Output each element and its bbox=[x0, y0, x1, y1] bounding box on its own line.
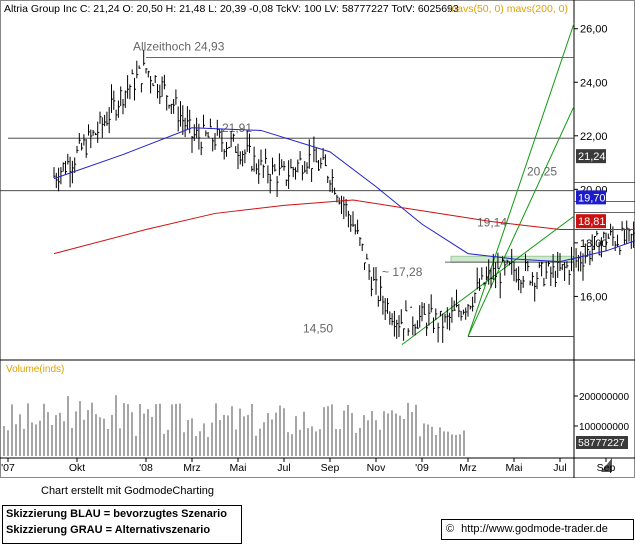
badge-box bbox=[576, 149, 606, 164]
badge-box bbox=[576, 214, 606, 229]
x-tick-label: Mai bbox=[230, 462, 247, 474]
ma-legend: mavs(50, 0) mavs(200, 0) bbox=[448, 3, 568, 15]
x-tick-label: '07 bbox=[1, 462, 15, 474]
chart-header: Altria Group Inc C: 21,24 O: 20,50 H: 21… bbox=[4, 3, 459, 15]
legend-blue: Skizzierung BLAU = bevorzugtes Szenario bbox=[6, 508, 227, 520]
price-badge: 18,81 bbox=[576, 214, 606, 229]
trend-lines bbox=[401, 23, 575, 346]
scenario-legend: Skizzierung BLAU = bevorzugtes Szenario … bbox=[2, 505, 242, 544]
ma50-line bbox=[53, 127, 635, 263]
y-tick-label: 26,00 bbox=[580, 24, 608, 36]
trendline-flat bbox=[401, 215, 575, 346]
chart-frame bbox=[0, 0, 635, 478]
level-label: ~ 17,28 bbox=[382, 265, 423, 279]
copyright-icon: © bbox=[446, 523, 455, 535]
x-tick-label: '08 bbox=[139, 462, 153, 474]
resize-grip-icon bbox=[601, 458, 612, 472]
vol-badge-box bbox=[576, 436, 628, 449]
y-tick-label: 18,00 bbox=[580, 238, 608, 250]
chart-credit: Chart erstellt mit GodmodeCharting bbox=[41, 485, 215, 497]
volume-badge: 58777227 bbox=[576, 436, 628, 449]
x-tick-label: Jul bbox=[277, 462, 290, 474]
x-tick-label: '09 bbox=[415, 462, 429, 474]
vol-tick-label: 100000000 bbox=[579, 422, 629, 433]
horizontal-levels: Allzeithoch 24,93 21,91 20,25 19,14 ~ 17,28 1… bbox=[8, 39, 635, 337]
x-tick-label: Sep bbox=[321, 462, 340, 474]
ma200-line bbox=[53, 199, 635, 255]
badge-label: 18,81 bbox=[578, 216, 606, 228]
legend-gray: Skizzierung GRAU = Alternativszenario bbox=[6, 524, 211, 536]
y-tick-label: 22,00 bbox=[580, 131, 608, 143]
trendline-mid bbox=[467, 106, 575, 337]
x-tick-label: Nov bbox=[367, 462, 386, 474]
x-tick-label: Mai bbox=[506, 462, 523, 474]
badge-box bbox=[576, 190, 606, 205]
price-badge: 19,70 bbox=[576, 190, 606, 205]
x-tick-label: Sep bbox=[597, 462, 616, 474]
source-link[interactable]: © http://www.godmode-trader.de bbox=[441, 519, 634, 540]
trendline-steep bbox=[467, 23, 575, 337]
level-label: 20,25 bbox=[527, 165, 557, 179]
x-tick-label: Jul bbox=[553, 462, 566, 474]
volume-bars bbox=[3, 395, 465, 456]
x-tick-label: Mrz bbox=[459, 462, 477, 474]
vol-tick-label: 200000000 bbox=[579, 392, 629, 403]
badge-label: 19,70 bbox=[578, 192, 606, 204]
level-label: Allzeithoch 24,93 bbox=[133, 39, 225, 53]
x-tick-label: Okt bbox=[69, 462, 85, 474]
volume-title: Volume(inds) bbox=[6, 364, 64, 375]
level-label: 19,14 bbox=[477, 215, 507, 229]
vol-badge-label: 58777227 bbox=[578, 437, 625, 449]
level-label: 14,50 bbox=[303, 322, 333, 336]
price-bars bbox=[53, 49, 635, 343]
price-badge: 21,24 bbox=[576, 149, 606, 164]
level-label: 21,91 bbox=[222, 121, 252, 135]
x-tick-label: Mrz bbox=[183, 462, 201, 474]
x-axis: '07Okt'08MrzMaiJulSepNov'09MrzMaiJulSepN… bbox=[1, 458, 616, 474]
y-tick-label: 24,00 bbox=[580, 77, 608, 89]
source-url: http://www.godmode-trader.de bbox=[461, 523, 608, 535]
y-tick-label: 16,00 bbox=[580, 291, 608, 303]
badge-label: 21,24 bbox=[578, 151, 606, 163]
